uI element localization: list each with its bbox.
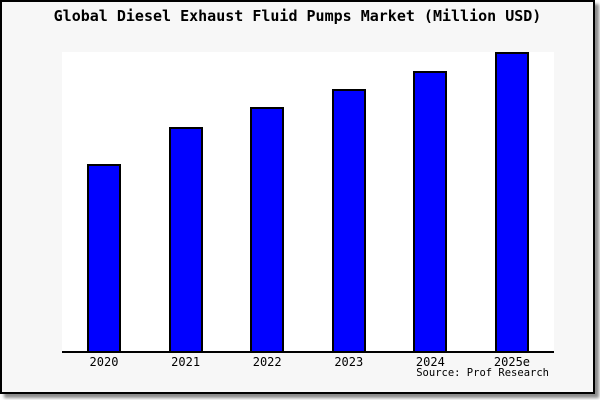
x-tick-label-2021: 2021 — [171, 355, 201, 369]
x-tick-label-2022: 2022 — [252, 355, 282, 369]
x-tick-label-2023: 2023 — [334, 355, 364, 369]
bar-2024 — [413, 71, 448, 351]
x-tick-label-2025e: 2025e — [493, 355, 531, 369]
bar-2020 — [87, 163, 121, 351]
chart-title: Global Diesel Exhaust Fluid Pumps Market… — [53, 7, 542, 25]
bar-2025e — [494, 52, 529, 351]
x-tick-label-2024: 2024 — [415, 355, 445, 369]
bar-2021 — [168, 127, 203, 351]
bar-2023 — [331, 89, 366, 351]
source-note: Source: Prof Research — [416, 367, 549, 379]
x-axis-tick-labels: 2020 2021 2022 2023 2024 2025e — [62, 355, 554, 369]
x-tick-label-2020: 2020 — [89, 355, 119, 369]
bars-row — [62, 52, 554, 351]
bar-2022 — [250, 107, 285, 351]
plot-area — [62, 52, 554, 353]
chart-frame: Global Diesel Exhaust Fluid Pumps Market… — [0, 0, 595, 394]
